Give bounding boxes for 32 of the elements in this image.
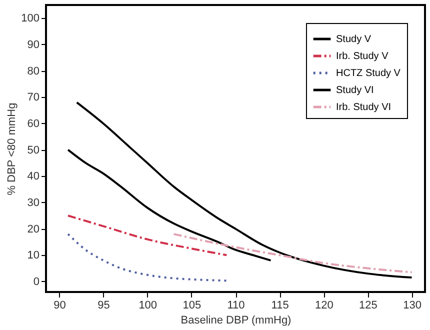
line-series <box>67 148 272 262</box>
line-series <box>67 233 228 282</box>
y-tick-label: 100 <box>21 12 40 25</box>
y-axis-title: % DBP <80 mmHg <box>6 102 18 196</box>
line-series <box>76 101 413 279</box>
x-tick-label: 105 <box>182 300 202 312</box>
x-tick-label: 90 <box>54 300 66 312</box>
legend-label: Study VI <box>336 85 374 96</box>
legend-label: Irb. Study V <box>336 51 389 62</box>
x-axis-title: Baseline DBP (mmHg) <box>180 314 292 326</box>
x-tick-label: 130 <box>403 300 422 312</box>
x-tick-label: 120 <box>314 300 334 312</box>
x-tick-label: 110 <box>227 300 245 312</box>
y-tick-label: 70 <box>27 92 40 104</box>
y-tick-label: 40 <box>27 170 40 183</box>
y-tick-label: 10 <box>27 250 40 262</box>
legend-label: Irb. Study VI <box>336 102 392 113</box>
x-tick-label: 95 <box>98 300 110 312</box>
line-series <box>172 233 413 274</box>
legend-label: Study V <box>336 34 372 45</box>
y-tick-label: 0 <box>33 276 40 288</box>
y-tick-label: 90 <box>27 38 40 51</box>
y-tick-label: 60 <box>27 118 40 130</box>
x-tick-label: 115 <box>271 300 289 312</box>
y-tick-label: 50 <box>27 144 40 156</box>
legend-label: HCTZ Study V <box>336 68 401 79</box>
line-series <box>67 214 228 256</box>
x-tick-label: 125 <box>359 300 378 312</box>
y-tick-label: 80 <box>27 65 40 78</box>
x-tick-label: 100 <box>138 300 158 312</box>
y-tick-label: 20 <box>27 223 40 236</box>
y-tick-label: 30 <box>27 196 40 209</box>
